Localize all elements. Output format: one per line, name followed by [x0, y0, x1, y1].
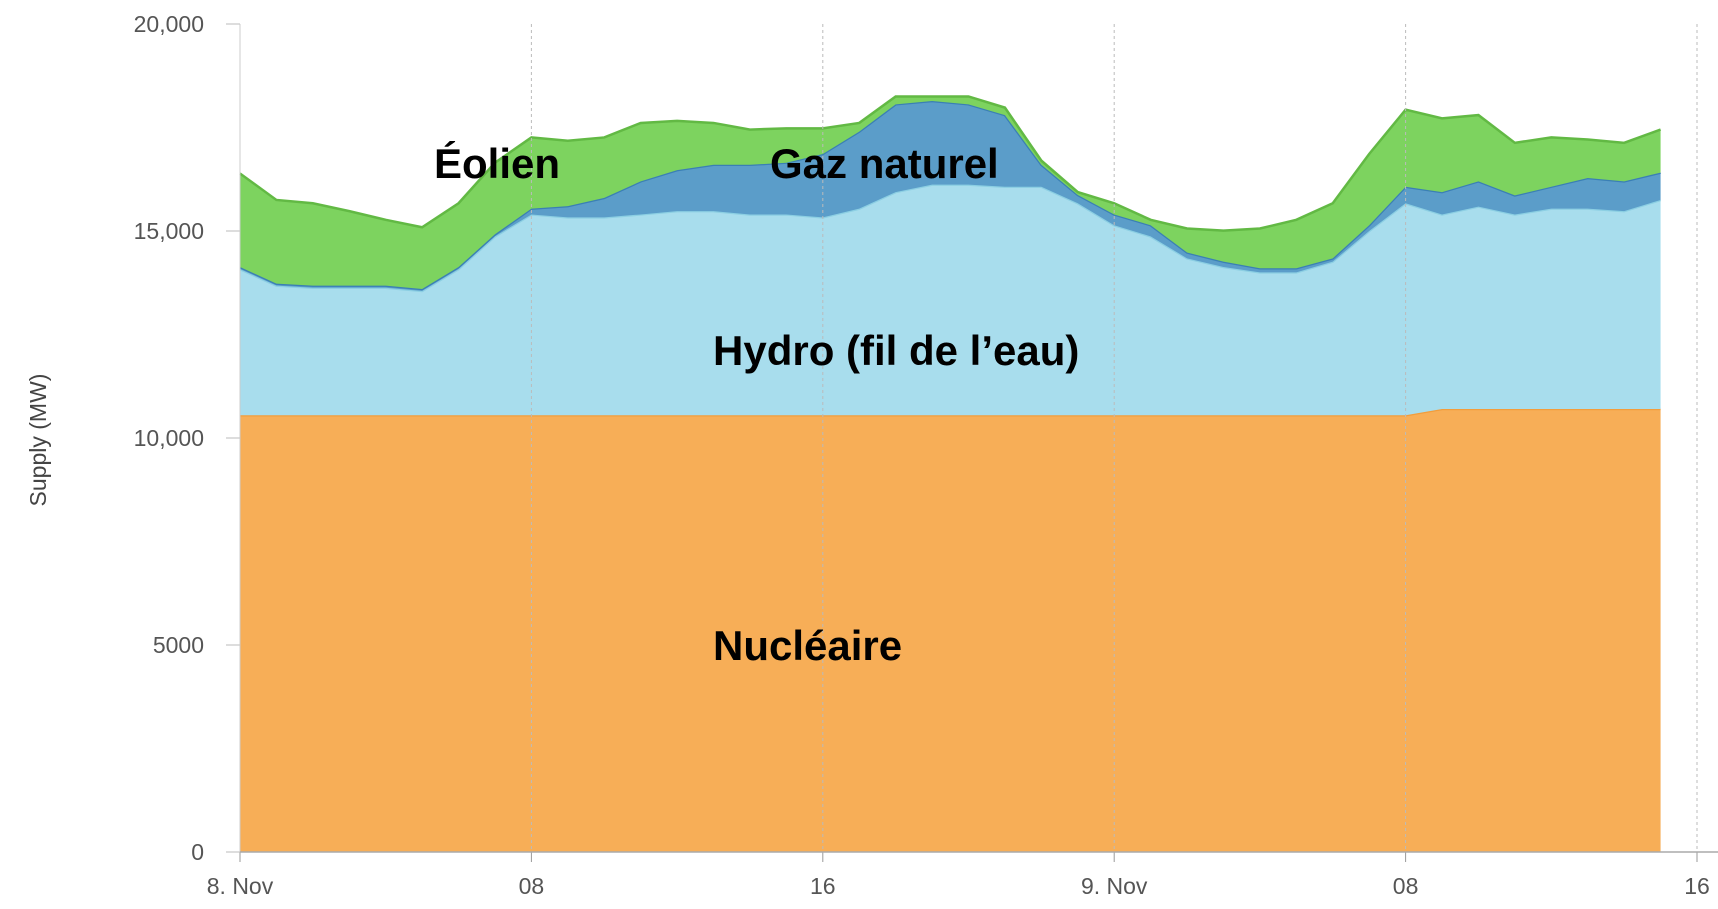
area-label: Éolien — [434, 140, 560, 187]
y-tick-label: 20,000 — [134, 11, 204, 37]
x-tick-label: 8. Nov — [207, 873, 274, 899]
area — [240, 409, 1661, 852]
x-tick-label: 16 — [1684, 873, 1710, 899]
y-tick-label: 5000 — [153, 632, 204, 658]
area — [240, 96, 1661, 289]
x-tick-label: 9. Nov — [1081, 873, 1148, 899]
area — [240, 101, 1661, 292]
area-top-line — [239, 95, 1661, 232]
y-tick-label: 10,000 — [134, 425, 204, 451]
y-tick-label: 15,000 — [134, 218, 204, 244]
x-tick-label: 16 — [810, 873, 836, 899]
area-label: Hydro (fil de l’eau) — [713, 327, 1079, 374]
area-label: Nucléaire — [713, 622, 902, 669]
y-tick-label: 0 — [191, 839, 204, 865]
x-tick-label: 08 — [519, 873, 545, 899]
y-axis-label: Supply (MW) — [25, 374, 51, 507]
area-label: Gaz naturel — [770, 140, 999, 187]
area — [240, 184, 1661, 416]
x-tick-label: 08 — [1393, 873, 1419, 899]
